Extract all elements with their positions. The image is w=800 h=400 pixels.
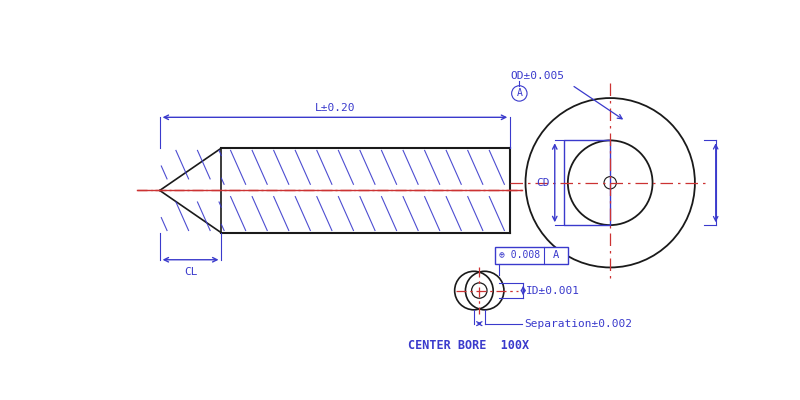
- Text: CD: CD: [537, 178, 550, 188]
- Text: CENTER BORE  100X: CENTER BORE 100X: [409, 339, 530, 352]
- Text: ⊕ 0.008: ⊕ 0.008: [499, 250, 540, 260]
- FancyBboxPatch shape: [494, 247, 568, 264]
- Text: OD±0.005: OD±0.005: [510, 71, 564, 81]
- Text: ID±0.001: ID±0.001: [526, 286, 580, 296]
- Bar: [564, 140, 610, 225]
- Text: L±0.20: L±0.20: [314, 103, 355, 113]
- Text: Separation±0.002: Separation±0.002: [525, 319, 633, 329]
- Text: CL: CL: [184, 268, 198, 278]
- Text: A: A: [553, 250, 559, 260]
- Text: A: A: [517, 88, 522, 98]
